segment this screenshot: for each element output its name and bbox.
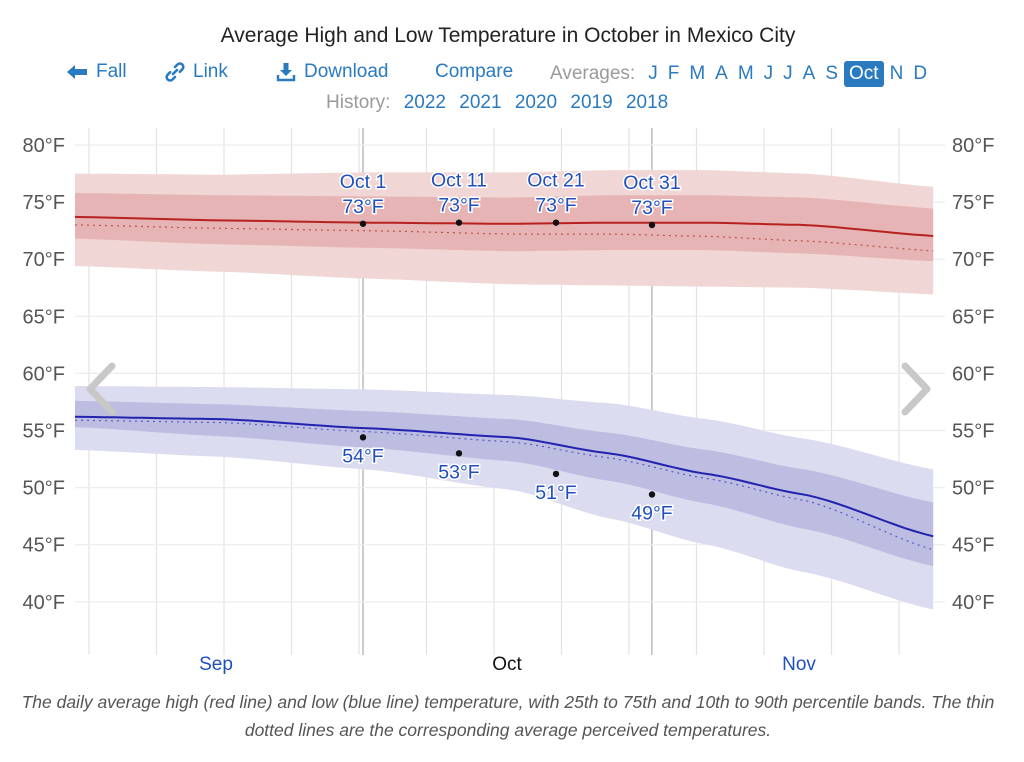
annotation-low-label: 54°F	[342, 445, 383, 467]
y-tick-label-right: 50°F	[952, 478, 994, 500]
link-icon	[165, 62, 185, 82]
month-may[interactable]: M	[737, 63, 754, 84]
y-tick-label-right: 70°F	[952, 249, 994, 271]
y-tick-label-left: 75°F	[23, 192, 65, 214]
average-low-line	[74, 415, 934, 538]
y-tick-label-left: 55°F	[23, 421, 65, 443]
month-mar[interactable]: M	[689, 63, 706, 84]
annotation-high-label: 73°F	[438, 195, 479, 217]
low-marker-dot	[455, 450, 463, 457]
averages-month-selector: Averages: J F M A M J J A S Oct N D	[550, 61, 932, 87]
page-title: Average High and Low Temperature in Octo…	[220, 24, 796, 47]
x-month-label: Oct	[492, 654, 522, 675]
chevron-right-icon[interactable]	[901, 362, 931, 416]
y-tick-label-left: 50°F	[23, 478, 65, 500]
low-perceived-dotted-line	[74, 419, 934, 551]
annotation-low-label: 53°F	[438, 461, 479, 483]
history-year-2022[interactable]: 2022	[403, 92, 446, 113]
annotation-date-label: Oct 11	[431, 170, 487, 192]
x-month-label: Nov	[782, 654, 816, 675]
compare-label: Compare	[435, 61, 514, 82]
y-tick-label-right: 55°F	[952, 421, 994, 443]
high-marker-dot	[359, 220, 367, 227]
compare-link[interactable]: Compare	[435, 61, 513, 83]
high-perceived-dotted-line	[74, 224, 934, 252]
low-marker-dot	[359, 434, 367, 441]
y-tick-label-left: 65°F	[23, 306, 65, 328]
y-tick-label-right: 60°F	[952, 363, 994, 385]
annotation-date-label: Oct 31	[623, 172, 680, 194]
annotation-date-label: Oct 21	[527, 170, 584, 192]
series-lines	[74, 215, 934, 551]
month-aug[interactable]: A	[802, 63, 816, 84]
month-sep[interactable]: S	[825, 63, 839, 84]
high-marker-dot	[455, 219, 463, 226]
previous-month-arrow[interactable]	[86, 362, 116, 416]
history-year-2020[interactable]: 2020	[514, 92, 558, 113]
next-month-arrow[interactable]	[901, 362, 931, 416]
back-fall-link[interactable]: Fall	[66, 61, 127, 83]
x-month-label: Sep	[199, 654, 233, 675]
y-tick-label-left: 80°F	[23, 135, 65, 157]
y-tick-label-right: 45°F	[952, 535, 994, 557]
month-oct-selected[interactable]: Oct	[844, 61, 884, 87]
temperature-chart: Oct 1 73°F 54°F Oct 11 73°F 53°F Oct 21 73°F 51°…	[23, 128, 995, 675]
arrow-left-icon	[67, 65, 87, 79]
y-tick-label-right: 75°F	[952, 192, 994, 214]
chevron-left-icon[interactable]	[86, 362, 116, 416]
high-marker-dot	[552, 219, 560, 226]
low-marker-dot	[552, 470, 560, 478]
history-year-2019[interactable]: 2019	[570, 92, 613, 113]
month-apr[interactable]: A	[715, 63, 728, 84]
annotation-low-label: 51°F	[535, 482, 576, 504]
month-jun[interactable]: J	[763, 63, 774, 84]
month-jan[interactable]: J	[648, 63, 658, 84]
low-band-10-90	[75, 386, 934, 610]
annotation-date-label: Oct 1	[340, 171, 387, 193]
annotation-high-label: 73°F	[342, 196, 383, 218]
y-tick-label-left: 70°F	[23, 249, 65, 271]
link-label: Link	[193, 61, 228, 82]
annotation-low-label: 49°F	[631, 502, 672, 524]
month-jul[interactable]: J	[783, 63, 793, 84]
high-band-25-75	[75, 193, 934, 262]
month-feb[interactable]: F	[667, 63, 680, 84]
history-year-2018[interactable]: 2018	[625, 92, 669, 113]
download-label: Download	[304, 61, 389, 82]
y-tick-label-left: 60°F	[23, 363, 65, 385]
annotation-high-label: 73°F	[535, 195, 576, 217]
link-button[interactable]: Link	[165, 61, 228, 83]
month-nov[interactable]: N	[889, 63, 904, 84]
history-year-2021[interactable]: 2021	[459, 92, 502, 113]
annotation-markers: Oct 1 73°F 54°F Oct 11 73°F 53°F Oct 21 73°F 51°…	[338, 168, 682, 526]
download-icon	[276, 63, 296, 82]
download-button[interactable]: Download	[276, 61, 389, 83]
averages-label: Averages:	[550, 63, 636, 84]
y-tick-label-right: 40°F	[952, 592, 994, 614]
high-marker-dot	[648, 221, 656, 229]
history-label: History:	[326, 92, 391, 113]
y-tick-label-left: 40°F	[23, 592, 65, 614]
y-axis-tick-labels: 40°F 40°F 45°F 45°F 50°F 50°F 55°F 55°F 60°F 60°F…	[23, 135, 995, 614]
x-axis-month-labels: Sep Oct Nov	[199, 654, 816, 675]
back-fall-label: Fall	[96, 61, 127, 82]
percentile-bands	[75, 170, 934, 610]
average-high-line	[74, 215, 934, 237]
chart-caption: The daily average high (red line) and lo…	[21, 692, 995, 740]
low-marker-dot	[648, 491, 656, 498]
y-tick-label-right: 80°F	[952, 135, 994, 157]
annotation-high-label: 73°F	[631, 197, 672, 219]
nav-toolbar: Fall Link Download Compare Averages: J F…	[0, 61, 1024, 87]
y-tick-label-left: 45°F	[23, 535, 65, 557]
month-dec[interactable]: D	[913, 63, 928, 84]
y-tick-label-right: 65°F	[952, 306, 994, 328]
history-row: History: 2022 2021 2020 2019 2018	[326, 92, 668, 114]
